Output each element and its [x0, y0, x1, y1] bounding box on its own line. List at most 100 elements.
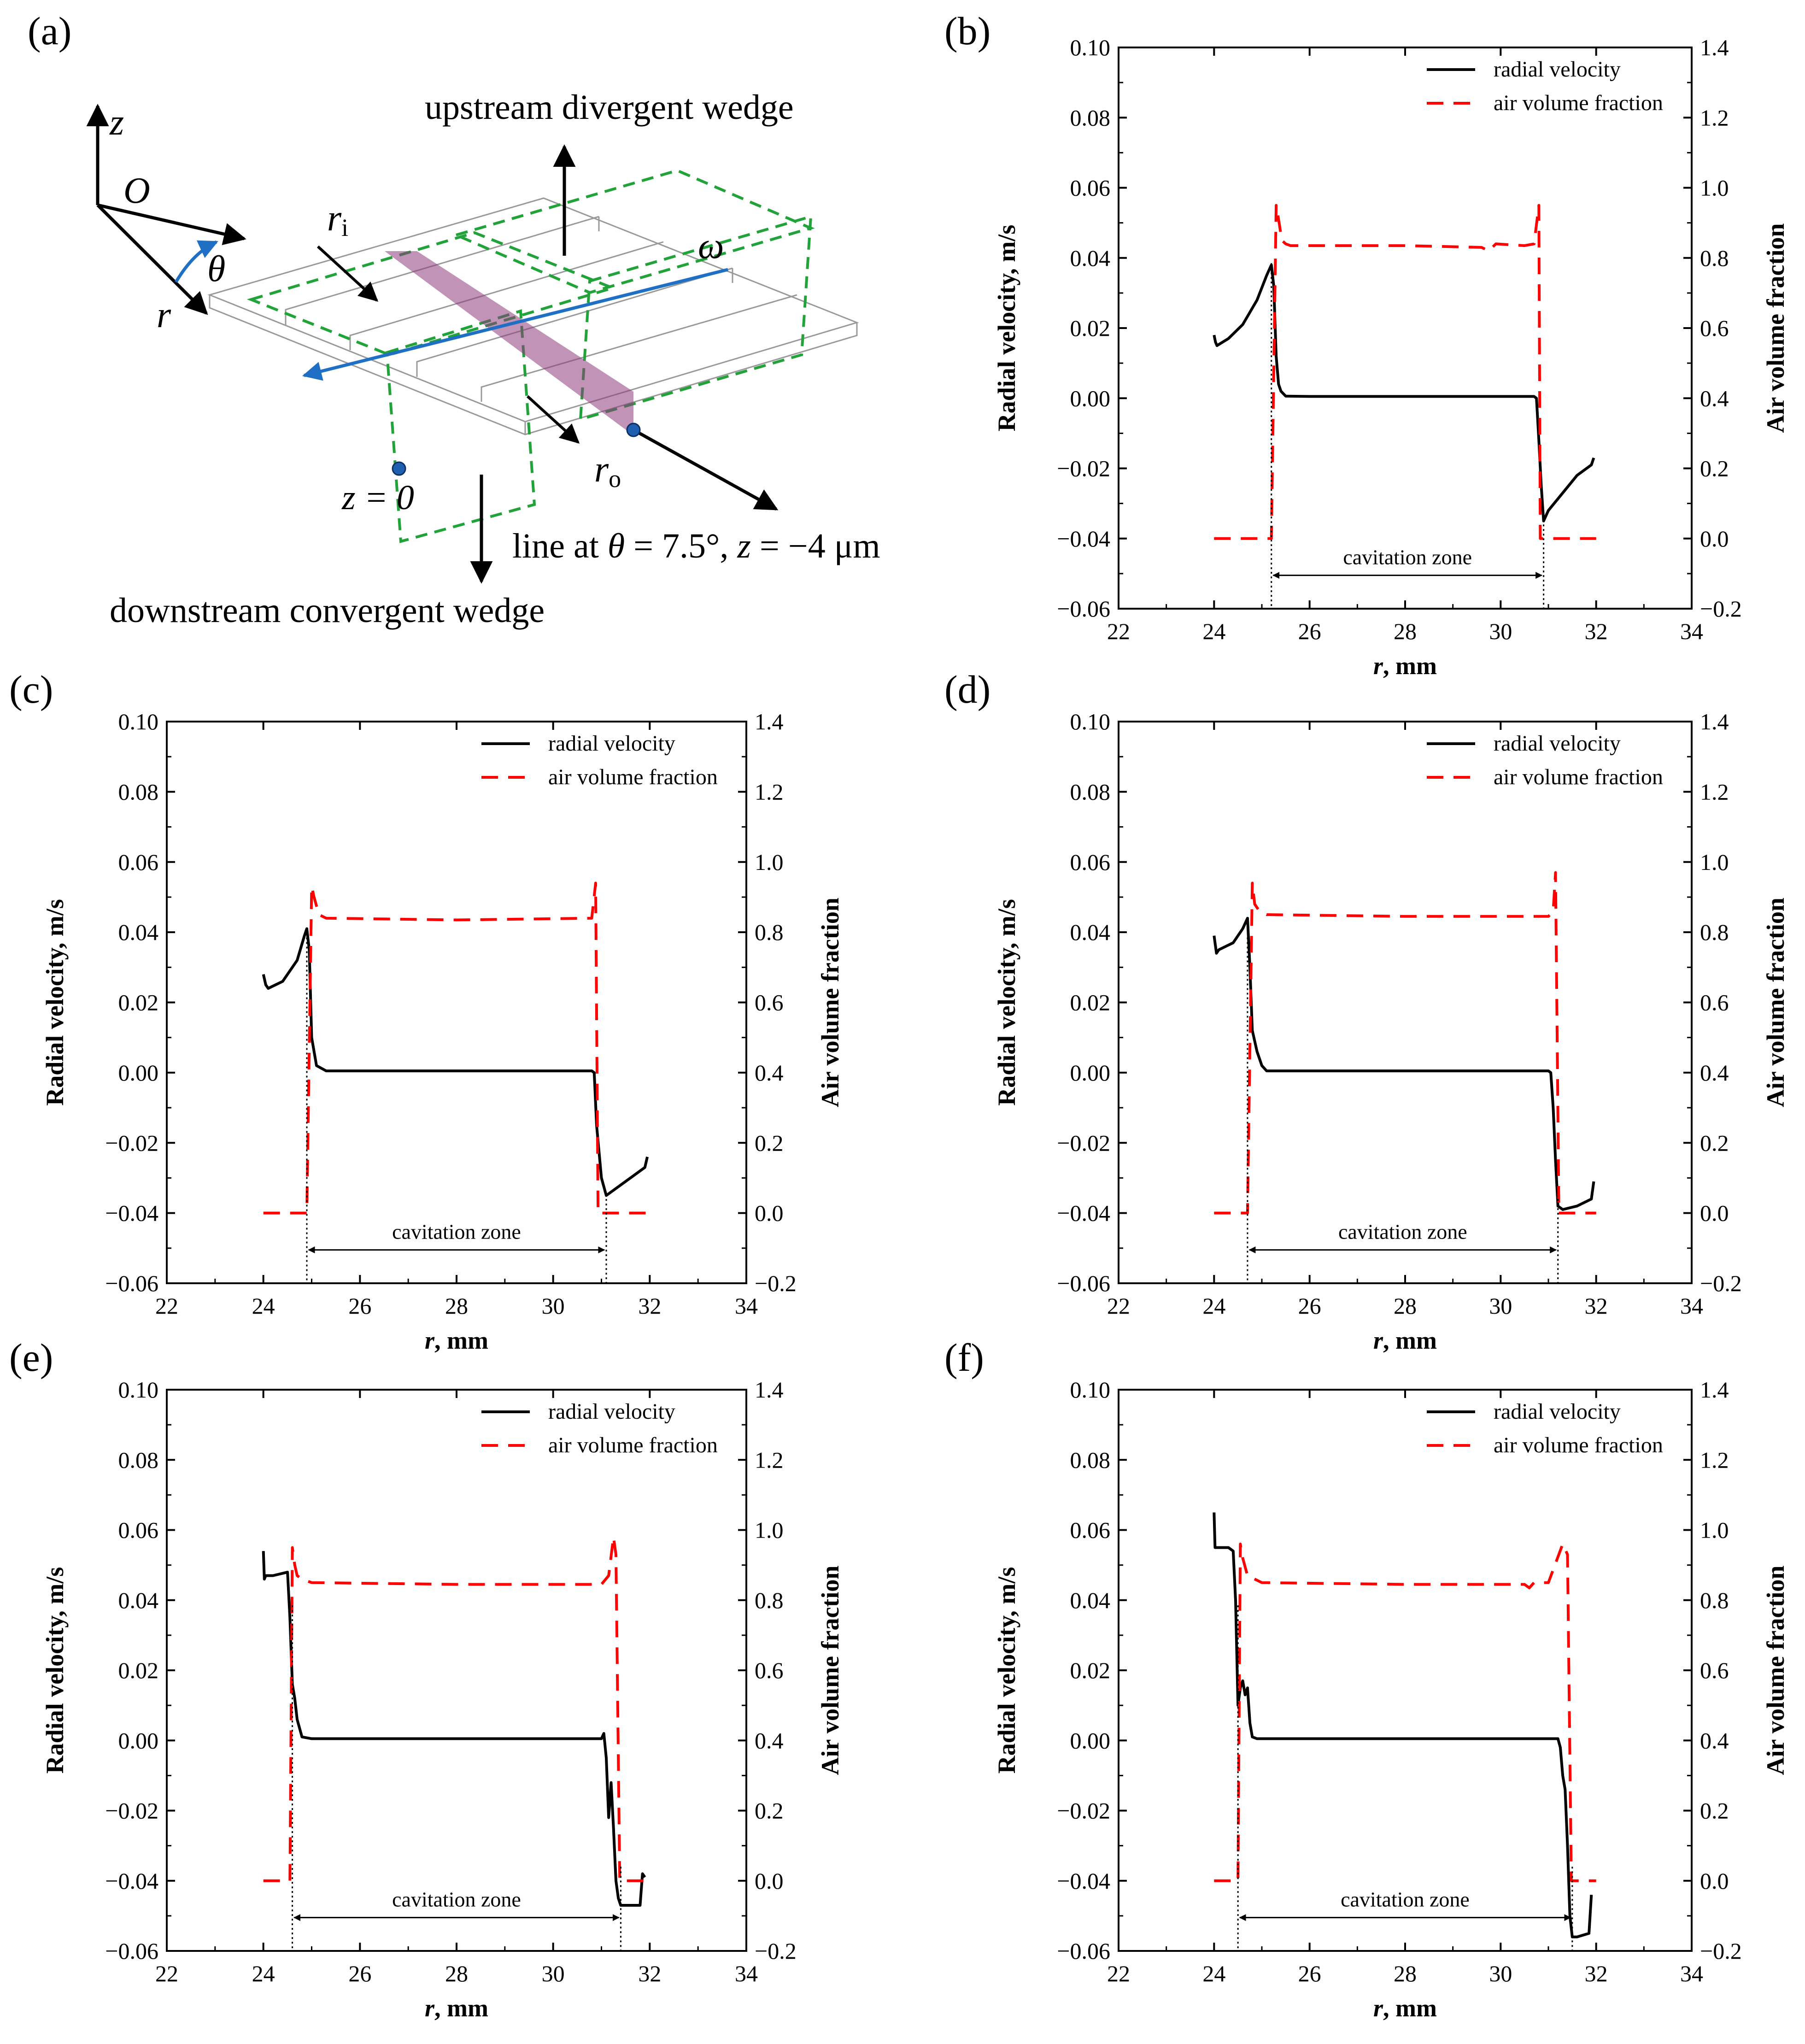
y-left-tick-label: −0.04: [105, 1200, 158, 1226]
y-left-tick-label: 0.00: [1070, 1727, 1111, 1753]
x-tick-label: 30: [542, 1961, 565, 1986]
z-zero-label: z = 0: [341, 478, 414, 517]
r-axis-label: r: [157, 295, 171, 335]
panel-label: (e): [9, 1335, 53, 1380]
radial-velocity-line: [262, 927, 649, 1197]
y-left-tick-label: 0.06: [118, 849, 159, 875]
x-tick-label: 24: [252, 1961, 275, 1986]
step-edge-1: [285, 216, 599, 325]
plot-frame: [166, 721, 747, 1284]
x-tick-label: 24: [1202, 1293, 1225, 1319]
y-right-tick-label: 1.4: [755, 1377, 784, 1403]
y-left-tick-label: −0.02: [1057, 456, 1110, 482]
y-right-tick-label: 0.8: [1700, 919, 1729, 945]
x-axis-var: r: [1373, 652, 1383, 680]
y-right-tick-label: 1.0: [1700, 175, 1729, 201]
y-right-axis-title: Air volume fraction: [1762, 1566, 1789, 1775]
x-tick-label: 34: [1680, 1293, 1703, 1319]
air-volume-fraction-line: [1214, 1542, 1596, 1882]
y-right-tick-label: 0.2: [755, 1130, 784, 1156]
y-left-tick-label: 0.04: [118, 919, 159, 945]
y-right-tick-label: 0.2: [1700, 1798, 1729, 1824]
ri-arrow: [316, 245, 379, 302]
radial-velocity-line: [1213, 916, 1595, 1211]
y-right-axis-title: Air volume fraction: [816, 1566, 844, 1775]
y-left-tick-label: 0.06: [1070, 175, 1111, 201]
wedge-geometry: [207, 197, 859, 435]
zone-label: cavitation zone: [392, 1888, 521, 1911]
y-left-tick-label: 0.04: [118, 1587, 159, 1613]
x-tick-label: 30: [1489, 1961, 1512, 1986]
ri-label: ri: [327, 198, 348, 241]
y-left-tick-label: 0.04: [1070, 1587, 1111, 1613]
upstream-label: upstream divergent wedge: [425, 88, 794, 127]
x-axis-unit: , mm: [434, 1994, 488, 2022]
y-left-tick-label: 0.04: [1070, 919, 1111, 945]
x-axis-unit: , mm: [434, 1327, 488, 1354]
legend-label-velocity: radial velocity: [1494, 731, 1621, 756]
step-edge-3: [416, 267, 733, 377]
y-right-tick-label: −0.2: [755, 1938, 797, 1964]
omega-rotation-arrow: [302, 268, 728, 381]
y-right-tick-label: 0.0: [1700, 526, 1729, 552]
x-axis-title: r, mm: [425, 1327, 488, 1354]
y-left-tick-label: −0.02: [105, 1130, 158, 1156]
radial-velocity-line: [262, 1551, 646, 1907]
downstream-label: downstream convergent wedge: [110, 591, 545, 630]
x-axis-title: r, mm: [1373, 652, 1437, 680]
y-right-tick-label: 0.2: [755, 1798, 784, 1824]
y-right-axis-title: Air volume fraction: [1762, 223, 1789, 433]
y-left-tick-label: 0.10: [1070, 1377, 1111, 1403]
legend-label-velocity: radial velocity: [1494, 57, 1621, 82]
y-left-tick-label: −0.06: [1057, 596, 1110, 622]
x-tick-label: 28: [1394, 1961, 1417, 1986]
x-tick-label: 22: [1107, 618, 1130, 644]
plot-frame: [1118, 1389, 1693, 1952]
x-tick-label: 32: [1585, 1293, 1608, 1319]
downstream-wedge-region-2: [385, 309, 536, 543]
y-left-tick-label: 0.02: [118, 1657, 159, 1683]
x-tick-label: 28: [445, 1961, 468, 1986]
x-tick-label: 34: [1680, 1961, 1703, 1986]
y-left-tick-label: −0.06: [105, 1938, 158, 1964]
x-tick-label: 22: [1107, 1961, 1130, 1986]
legend-label-air: air volume fraction: [1494, 1433, 1663, 1457]
x-tick-label: 32: [638, 1961, 661, 1986]
x-tick-label: 24: [1202, 1961, 1225, 1986]
chart-c: (c) 22 24 26 28 30 32 34 0.10 0.08 0.06 0.04 0.02 0.0…: [9, 667, 844, 1354]
panel-label-a: (a): [28, 9, 71, 53]
panel-label: (b): [944, 9, 990, 53]
x-axis-var: r: [1373, 1994, 1383, 2022]
x-tick-label: 24: [1202, 618, 1225, 644]
y-right-tick-label: 1.0: [1700, 1517, 1729, 1543]
y-right-tick-label: 0.4: [1700, 1727, 1729, 1753]
x-tick-label: 22: [155, 1293, 178, 1319]
zone-label: cavitation zone: [1343, 546, 1472, 569]
y-right-tick-label: 0.4: [1700, 385, 1729, 411]
y-left-tick-label: 0.10: [118, 709, 159, 734]
sample-line-label: line at θ = 7.5°, z = −4 μm: [512, 527, 880, 565]
coordinate-system: z O θ r: [86, 102, 246, 335]
y-right-tick-label: −0.2: [1700, 1270, 1742, 1296]
y-right-tick-label: 1.2: [1700, 1447, 1729, 1473]
y-left-tick-label: −0.06: [105, 1270, 158, 1296]
zone-label: cavitation zone: [1341, 1888, 1470, 1911]
chart-b: (b) 22 24 26 28 30 32 34 0.10 0.08 0.06 0.04 0.02 0.0…: [944, 9, 1789, 680]
y-left-tick-label: 0.06: [118, 1517, 159, 1543]
x-tick-label: 32: [638, 1293, 661, 1319]
y-left-tick-label: 0.08: [118, 779, 159, 805]
y-right-tick-label: 0.4: [1700, 1060, 1729, 1086]
y-right-tick-label: 1.4: [1700, 35, 1729, 60]
y-left-axis-title: Radial velocity, m/s: [993, 1567, 1020, 1774]
x-axis-title: r, mm: [1373, 1327, 1437, 1354]
y-right-tick-label: 1.0: [755, 1517, 784, 1543]
ro-arrow: [526, 395, 580, 444]
y-left-tick-label: 0.08: [1070, 779, 1111, 805]
sample-line-arrow: [633, 428, 779, 511]
y-right-tick-label: 1.2: [1700, 779, 1729, 805]
y-left-tick-label: −0.04: [1057, 1868, 1110, 1894]
omega-label: ω: [698, 226, 724, 266]
y-left-tick-label: −0.06: [1057, 1938, 1110, 1964]
x-tick-label: 28: [1394, 618, 1417, 644]
